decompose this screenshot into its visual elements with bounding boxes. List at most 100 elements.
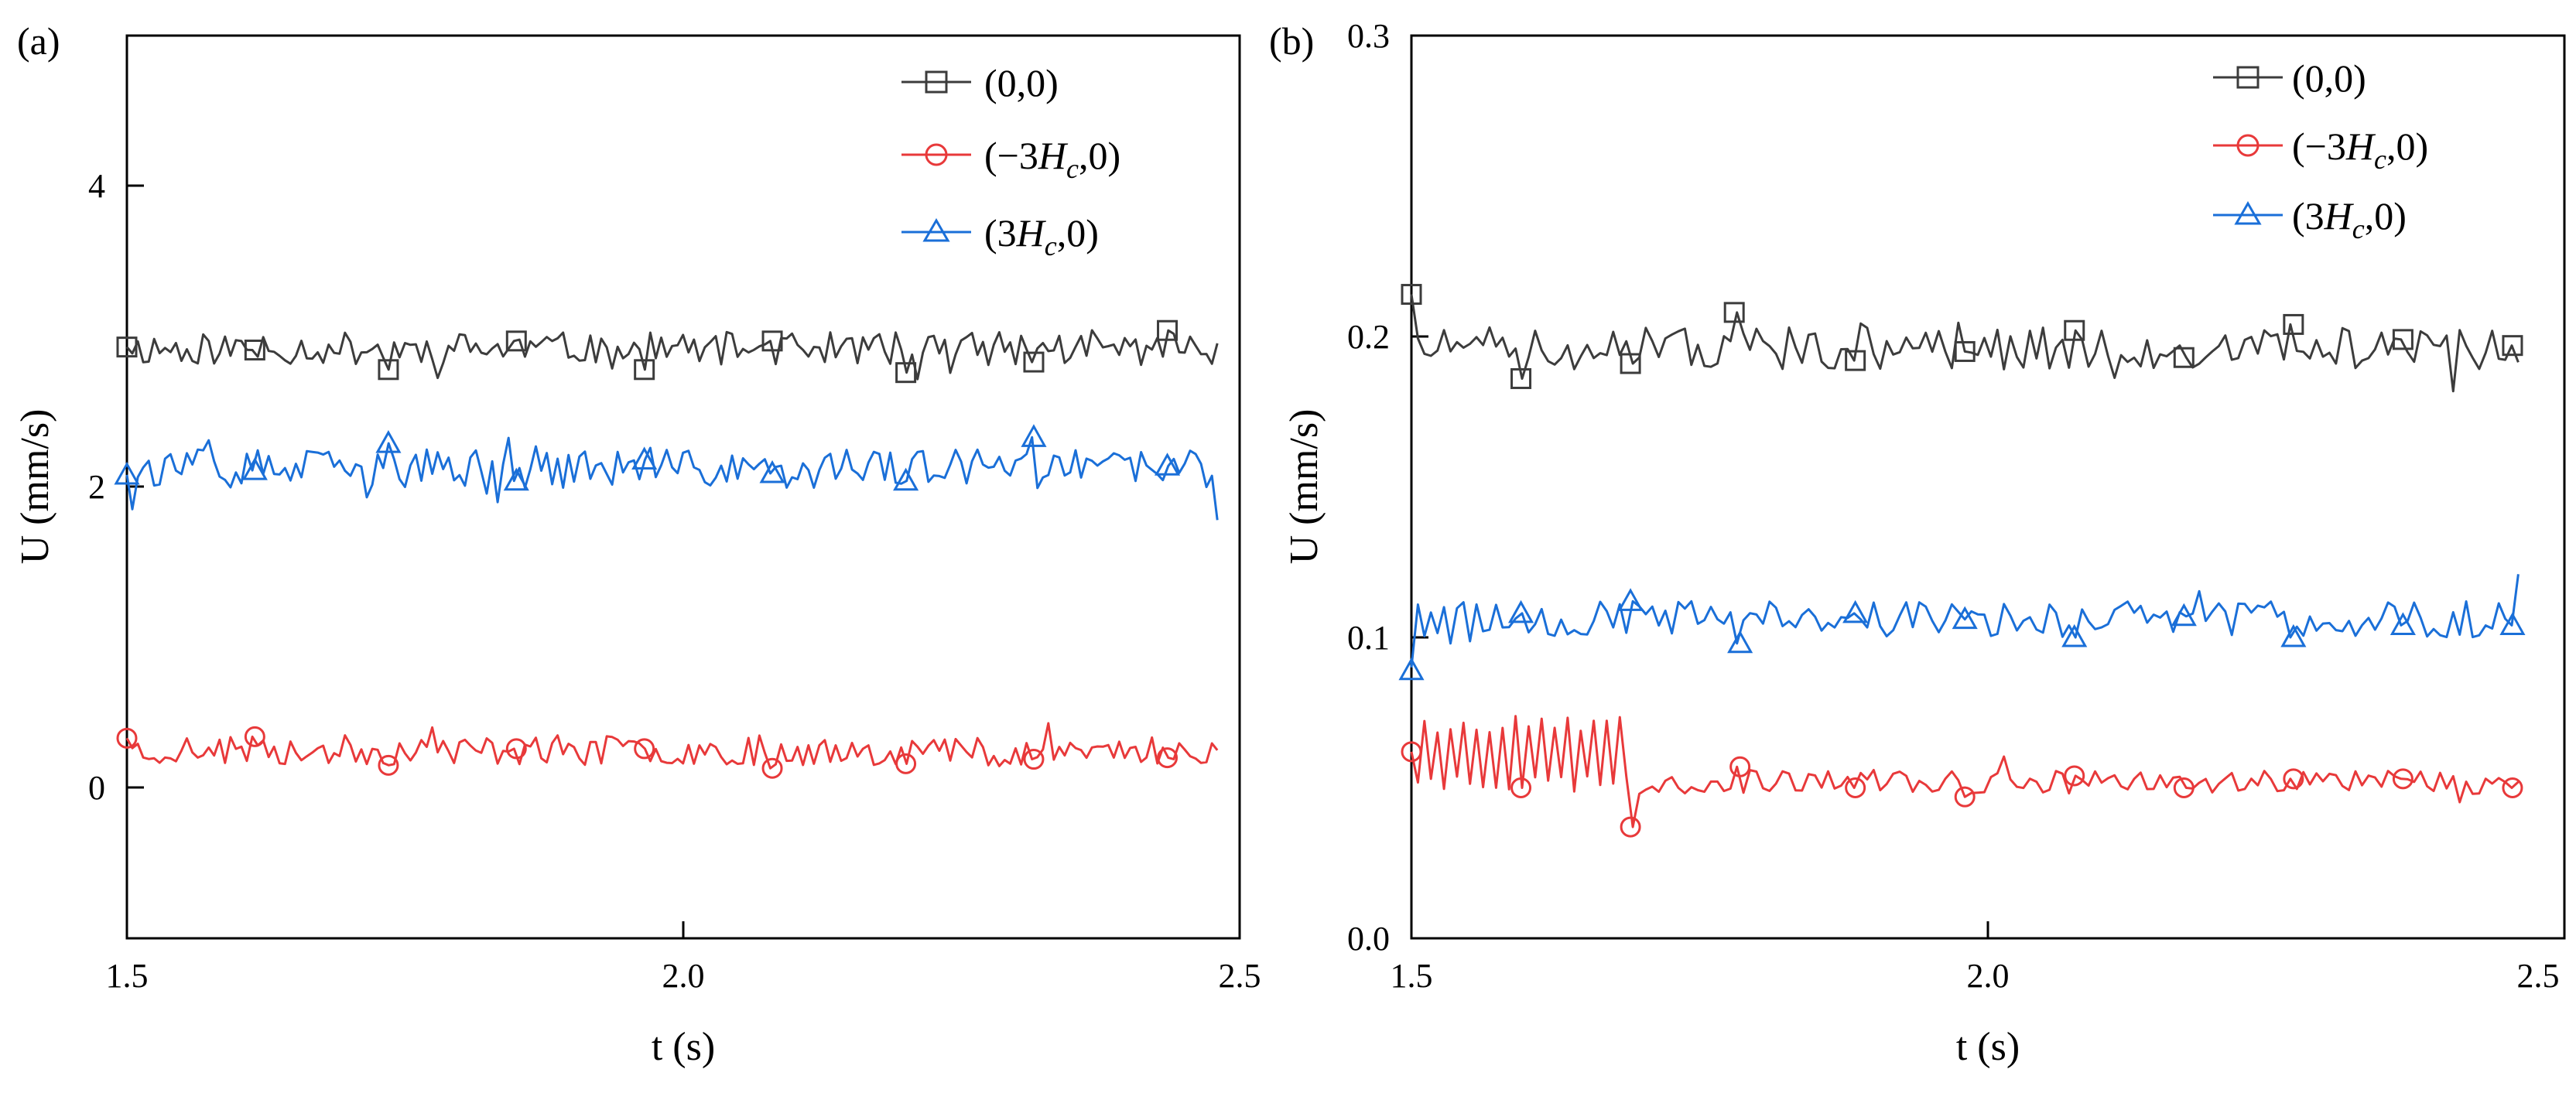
panel-b-x-ticks: 1.5 2.0 2.5 <box>1391 921 2566 995</box>
panel-a: (a) 1.5 2.0 2.5 0 2 4 t (s) U (mm/s) (0, <box>13 19 1261 1069</box>
panel-b-series-0-square-marker-9 <box>2392 329 2414 350</box>
panel-a-legend-label-0: (0,0) <box>984 61 1059 104</box>
panel-b-series-2-triangle-marker-3 <box>1727 630 1753 654</box>
panel-b-series-1-circle-marker-9 <box>2392 768 2414 790</box>
panel-b-label: (b) <box>1269 19 1314 63</box>
panel-a-legend-entry-1: (−3Hc,0) <box>901 134 1120 184</box>
panel-b-legend-label-0: (0,0) <box>2292 56 2366 100</box>
panel-a-series-2-triangle-marker-3 <box>503 467 529 491</box>
panel-b-legend-triangle-marker <box>2234 200 2262 225</box>
panel-b-xtick-label-1: 2.0 <box>1967 957 2010 995</box>
panel-b-ytick-label-2: 0.2 <box>1347 318 1390 356</box>
panel-a-series-2-triangle-marker-4 <box>631 446 658 470</box>
panel-a-x-ticks: 1.5 2.0 2.5 <box>106 921 1261 995</box>
panel-b-series-0-square-marker-4 <box>1845 350 1866 371</box>
panel-a-series-1-circle-marker-2 <box>378 754 399 776</box>
panel-a-label: (a) <box>17 19 60 63</box>
panel-a-series-line-2 <box>125 435 1219 521</box>
panel-a-xtick-label-1: 2.0 <box>662 957 705 995</box>
panel-b-series-2-triangle-marker-10 <box>2499 612 2526 635</box>
panel-b: (b) 1.5 2.0 2.5 0.0 0.1 0.2 0.3 t (s) U … <box>1269 17 2566 1069</box>
label-part: ,0) <box>2386 125 2428 168</box>
panel-b-legend-label-1: (−3Hc,0) <box>2292 125 2428 175</box>
panel-a-xtick-label-0: 1.5 <box>106 957 149 995</box>
panel-b-legend-entry-0: (0,0) <box>2213 56 2366 100</box>
panel-a-series-0-square-marker-1 <box>244 340 265 361</box>
panel-a-series-line-1 <box>125 722 1219 770</box>
label-part: ,0) <box>1079 134 1120 177</box>
label-part-subscript: c <box>1066 153 1079 184</box>
panel-b-series-2-triangle-marker-0 <box>1398 657 1425 681</box>
panel-a-series-2-triangle-marker-8 <box>1154 453 1181 476</box>
label-part: ,0) <box>2365 194 2407 237</box>
panel-a-series-0-square-marker-0 <box>116 336 138 358</box>
panel-a-series-0-square-marker-7 <box>1023 351 1045 373</box>
panel-b-series-1-circle-marker-8 <box>2283 768 2304 790</box>
label-part-italic: H <box>2345 125 2376 168</box>
panel-a-series-2-triangle-marker-7 <box>1021 424 1047 447</box>
panel-b-legend-label-2: (3Hc,0) <box>2292 194 2407 244</box>
label-part-italic: H <box>2324 194 2355 237</box>
panel-b-legend-entry-1: (−3Hc,0) <box>2213 125 2428 175</box>
label-part: ,0) <box>1057 211 1099 254</box>
panel-b-series-1-circle-marker-6 <box>2064 765 2085 787</box>
panel-a-ytick-label-1: 2 <box>88 468 105 506</box>
panel-b-y-ticks: 0.0 0.1 0.2 0.3 <box>1347 17 1428 958</box>
panel-a-legend: (0,0) (−3Hc,0) (3Hc,0) <box>901 61 1120 261</box>
panel-a-series-2-triangle-marker-6 <box>893 467 919 491</box>
panel-a-series-2-triangle-marker-0 <box>114 461 140 485</box>
panel-a-legend-triangle-marker <box>922 217 950 242</box>
panel-a-legend-entry-2: (3Hc,0) <box>901 211 1099 261</box>
panel-b-series-0-square-marker-0 <box>1401 284 1422 306</box>
panel-b-y-axis-title: U (mm/s) <box>1282 409 1326 565</box>
panel-a-series-0-square-marker-5 <box>761 330 783 352</box>
panel-a-series-0-square-marker-8 <box>1157 319 1179 341</box>
panel-b-series-1-circle-marker-1 <box>1510 777 1532 798</box>
panel-a-series-0-square-marker-3 <box>505 330 527 352</box>
panel-a-series-2-triangle-marker-2 <box>375 430 402 453</box>
label-part-italic: H <box>1038 134 1069 177</box>
panel-a-series-1-circle-marker-1 <box>244 726 265 747</box>
panel-a-series-1-circle-marker-8 <box>1157 747 1179 769</box>
label-part: (0,0) <box>984 61 1059 104</box>
panel-b-legend-square-marker <box>2236 66 2260 89</box>
panel-a-series-1-circle-marker-0 <box>116 727 138 749</box>
label-part-subscript: c <box>2374 144 2386 175</box>
panel-b-series-0-square-marker-8 <box>2283 313 2304 335</box>
panel-a-ytick-label-0: 0 <box>88 769 105 807</box>
panel-b-series-0-square-marker-10 <box>2502 335 2523 357</box>
panel-a-legend-entry-0: (0,0) <box>901 61 1059 104</box>
panel-a-series-line-0 <box>125 329 1219 381</box>
panel-a-series-1-circle-marker-7 <box>1023 749 1045 770</box>
panel-b-legend-entry-2: (3Hc,0) <box>2213 194 2407 244</box>
panel-a-legend-square-marker <box>925 70 948 94</box>
panel-b-series-0-square-marker-1 <box>1510 367 1532 389</box>
panel-b-ytick-label-3: 0.3 <box>1347 17 1390 55</box>
panel-b-series-line-2 <box>1410 574 2520 668</box>
panel-a-series-0-square-marker-2 <box>378 359 399 381</box>
panel-b-series-0-square-marker-2 <box>1620 353 1641 374</box>
panel-b-series-1-circle-marker-2 <box>1620 816 1641 838</box>
label-part-subscript: c <box>2352 213 2365 244</box>
panel-b-legend-circle-marker <box>2236 134 2260 157</box>
panel-b-xtick-label-2: 2.5 <box>2517 957 2560 995</box>
panel-b-series-1-circle-marker-10 <box>2502 777 2523 798</box>
panel-b-series-0-square-marker-7 <box>2173 347 2195 368</box>
panel-a-x-axis-title: t (s) <box>652 1025 715 1069</box>
label-part: (0,0) <box>2292 56 2366 100</box>
panel-b-series-1-circle-marker-0 <box>1401 741 1422 763</box>
panel-a-series-0-square-marker-6 <box>895 362 917 384</box>
panel-a-series-0-square-marker-4 <box>634 359 655 381</box>
panel-b-plot-frame <box>1410 34 2566 940</box>
panel-b-series-2-triangle-marker-5 <box>1952 606 1978 630</box>
panel-b-xtick-label-0: 1.5 <box>1391 957 1433 995</box>
panel-b-series-1-circle-marker-7 <box>2173 777 2195 798</box>
panel-a-y-ticks: 0 2 4 <box>88 167 144 807</box>
panel-b-series-0-square-marker-6 <box>2064 319 2085 341</box>
label-part-italic: H <box>1016 211 1047 254</box>
panel-b-series-0-square-marker-3 <box>1723 302 1745 323</box>
panel-b-series-line-0 <box>1410 294 2520 393</box>
panel-a-series-2-triangle-marker-1 <box>241 457 268 480</box>
panel-a-y-axis-title: U (mm/s) <box>13 409 57 565</box>
